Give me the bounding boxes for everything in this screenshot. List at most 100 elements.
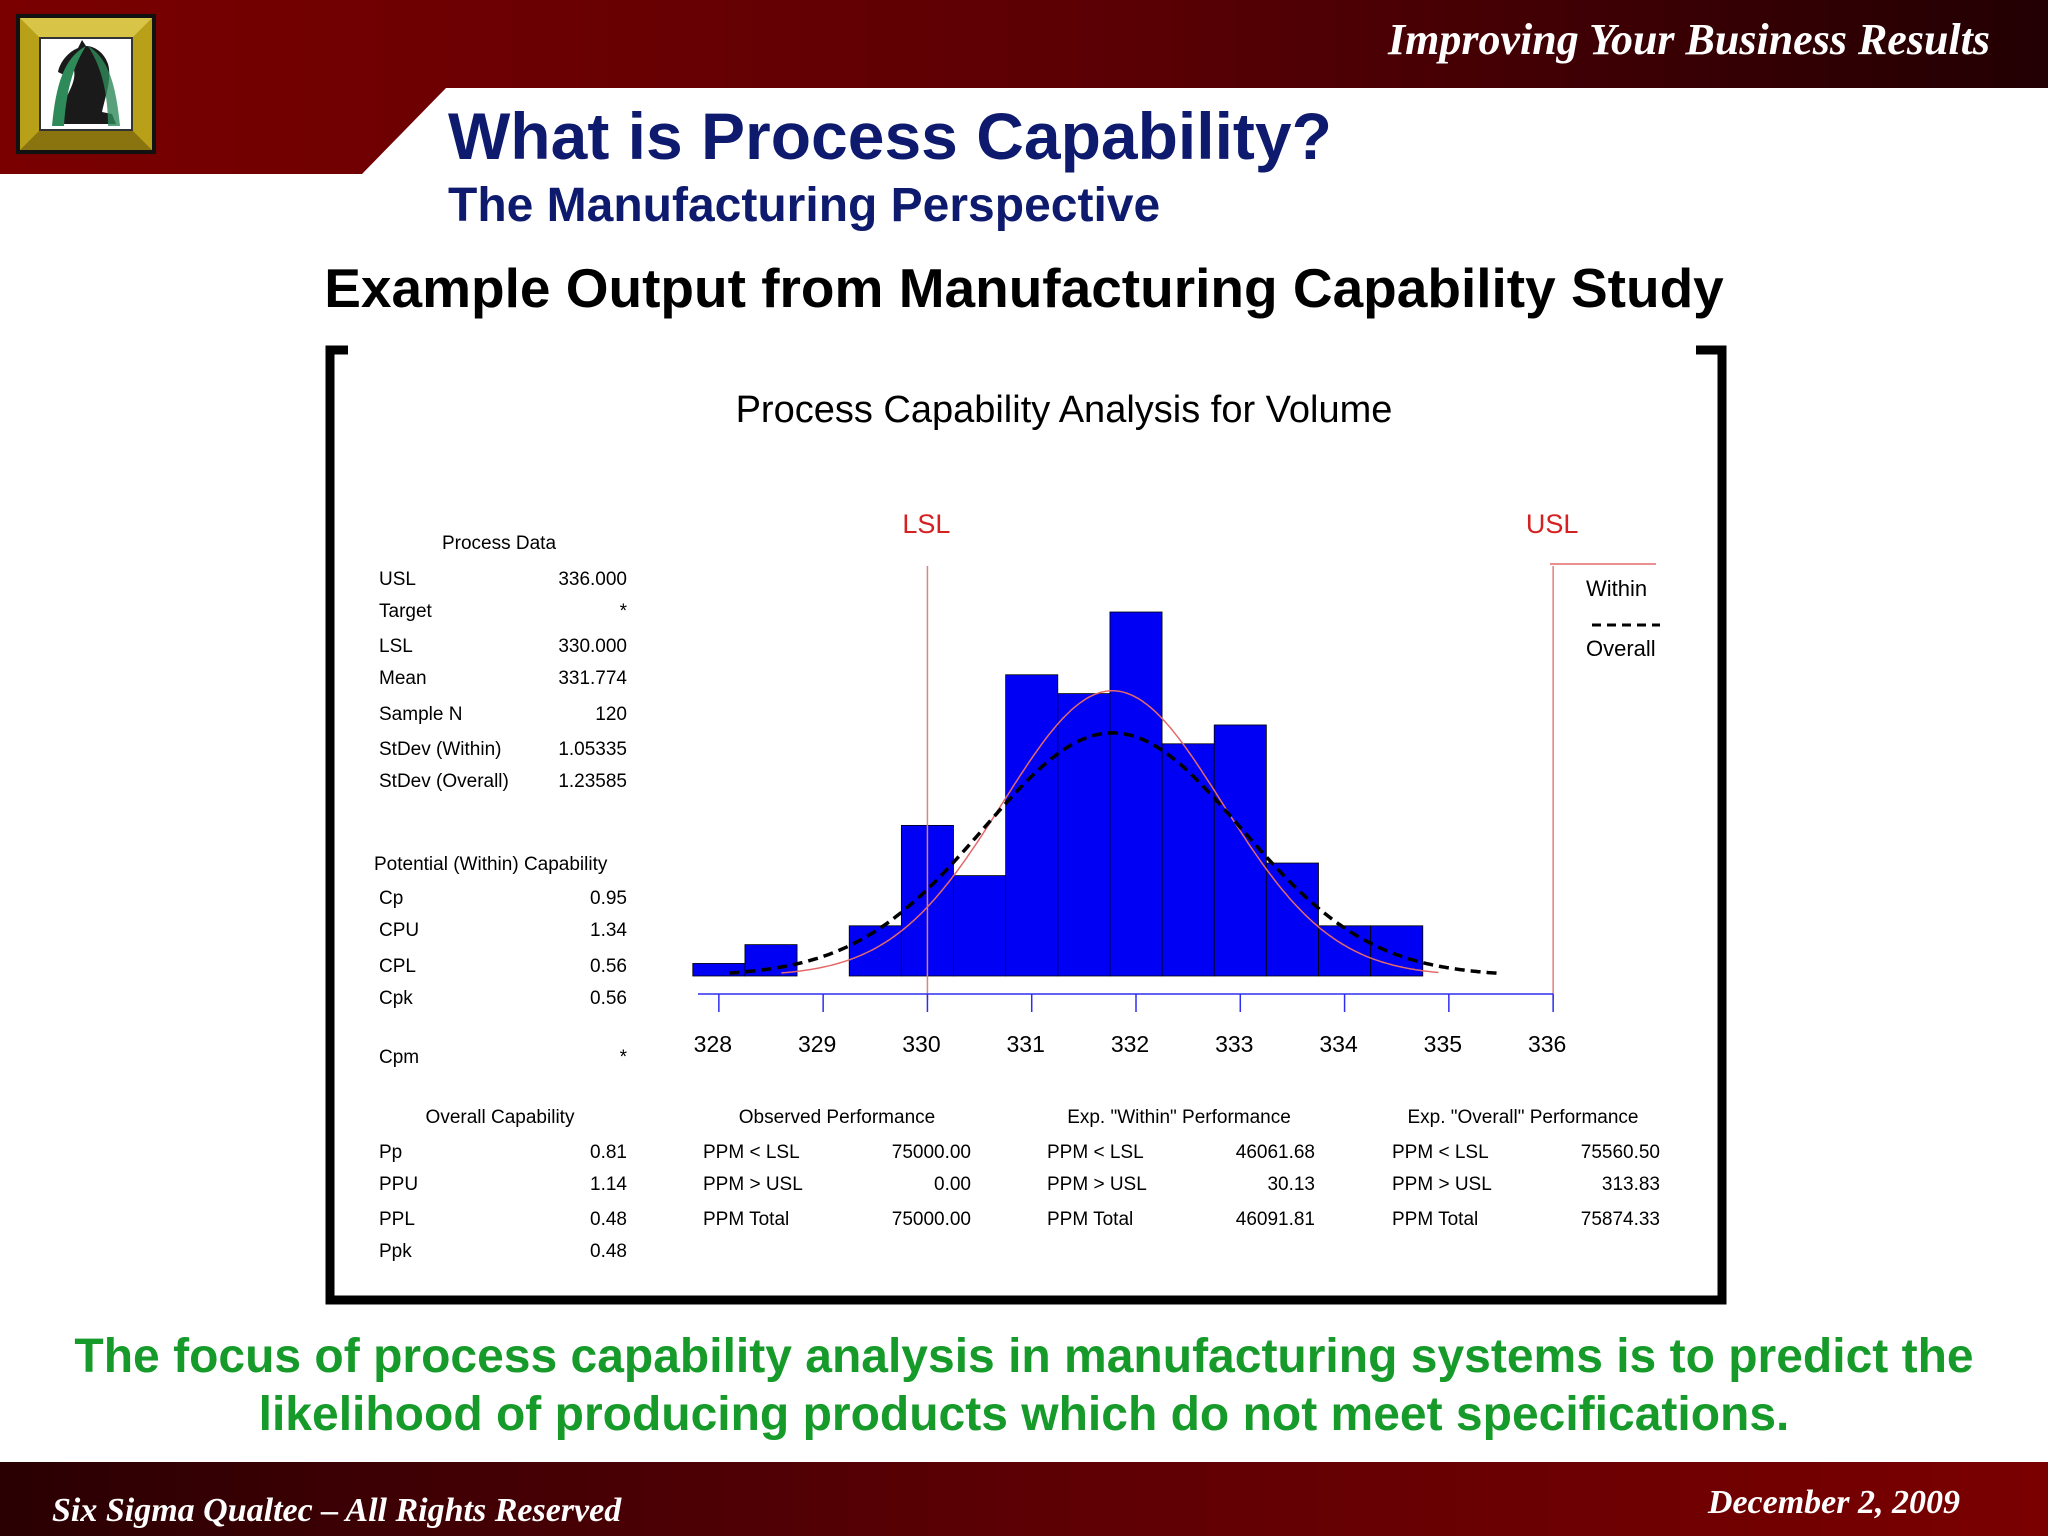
overall-capability-panel: Overall Capability Pp 0.81 PPU 1.14 PPL 0.48 P…	[379, 1107, 627, 1262]
x-tick-label: 333	[1215, 1031, 1253, 1057]
potential-capability-row-value: 0.95	[590, 888, 627, 909]
expected-overall-row-label: PPM > USL	[1392, 1174, 1492, 1195]
process-data-row-value: 331.774	[558, 668, 627, 689]
header-band	[0, 0, 2048, 174]
x-tick-label: 331	[1007, 1031, 1045, 1057]
observed-performance-row-label: PPM < LSL	[703, 1142, 800, 1163]
observed-performance-row-label: PPM Total	[703, 1209, 789, 1230]
process-data-row-label: Target	[379, 601, 433, 622]
footnote: The focus of process capability analysis…	[74, 1330, 1974, 1441]
expected-overall-row-value: 75874.33	[1581, 1209, 1660, 1230]
potential-capability-row-label: Cpm	[379, 1047, 419, 1068]
potential-capability-heading: Potential (Within) Capability	[374, 854, 608, 875]
lsl-label: LSL	[902, 509, 950, 539]
x-tick-label: 328	[694, 1031, 732, 1057]
overall-capability-row-label: Pp	[379, 1142, 402, 1163]
expected-within-row-label: PPM Total	[1047, 1209, 1133, 1230]
process-data-row-label: Sample N	[379, 704, 462, 725]
x-tick-label: 334	[1319, 1031, 1358, 1057]
histogram-bar	[1370, 925, 1424, 977]
observed-performance-row-value: 75000.00	[892, 1209, 971, 1230]
spec-limit-lines: LSL USL	[902, 509, 1578, 1000]
histogram-plot: LSL USL 328 329 330 331 332 333 334 335 336	[692, 509, 1578, 1057]
overall-capability-row-value: 0.48	[590, 1209, 627, 1230]
overall-capability-heading: Overall Capability	[426, 1107, 575, 1128]
expected-within-row-label: PPM > USL	[1047, 1174, 1147, 1195]
footer-date: December 2, 2009	[1707, 1484, 1960, 1521]
expected-within-row-label: PPM < LSL	[1047, 1142, 1144, 1163]
potential-capability-row-value: 0.56	[590, 988, 627, 1009]
overall-capability-row-label: Ppk	[379, 1241, 412, 1262]
observed-performance-row-value: 75000.00	[892, 1142, 971, 1163]
section-heading: Example Output from Manufacturing Capabi…	[324, 257, 1724, 319]
header-tagline: Improving Your Business Results	[1388, 15, 1990, 64]
expected-within-row-value: 46091.81	[1236, 1209, 1315, 1230]
overall-capability-row-value: 0.81	[590, 1142, 627, 1163]
slide-subtitle: The Manufacturing Perspective	[448, 179, 1161, 232]
process-data-row-value: 120	[595, 704, 627, 725]
process-data-row-label: USL	[379, 569, 416, 590]
potential-capability-row-label: CPL	[379, 956, 416, 977]
expected-within-performance-heading: Exp. "Within" Performance	[1067, 1107, 1291, 1128]
potential-capability-row-label: Cpk	[379, 988, 413, 1009]
process-data-panel: Process Data USL 336.000 Target * LSL 330.000…	[379, 533, 628, 792]
overall-capability-row-value: 0.48	[590, 1241, 627, 1262]
expected-within-performance-panel: Exp. "Within" Performance PPM < LSL 46061…	[1047, 1107, 1315, 1230]
observed-performance-row-value: 0.00	[934, 1174, 971, 1195]
histogram-bar	[953, 875, 1007, 977]
observed-performance-panel: Observed Performance PPM < LSL 75000.00 PP…	[703, 1107, 971, 1230]
process-data-row-value: 336.000	[558, 569, 627, 590]
expected-overall-row-label: PPM < LSL	[1392, 1142, 1489, 1163]
process-data-heading: Process Data	[442, 533, 556, 554]
x-tick-label: 336	[1528, 1031, 1566, 1057]
overall-capability-row-label: PPL	[379, 1209, 415, 1230]
expected-overall-row-value: 313.83	[1602, 1174, 1660, 1195]
process-data-row-label: LSL	[379, 636, 413, 657]
expected-overall-performance-panel: Exp. "Overall" Performance PPM < LSL 7556…	[1392, 1107, 1660, 1230]
footer-copyright: Six Sigma Qualtec – All Rights Reserved	[52, 1492, 622, 1529]
x-tick-label: 335	[1424, 1031, 1462, 1057]
process-data-row-value: *	[620, 601, 628, 622]
overall-curve	[729, 731, 1502, 976]
histogram-bar	[1213, 724, 1267, 977]
expected-within-row-value: 46061.68	[1236, 1142, 1315, 1163]
x-tick-label: 332	[1111, 1031, 1149, 1057]
expected-overall-performance-heading: Exp. "Overall" Performance	[1407, 1107, 1638, 1128]
overall-capability-row-value: 1.14	[590, 1174, 627, 1195]
legend-within-label: Within	[1586, 576, 1647, 601]
potential-capability-row-value: 1.34	[590, 920, 627, 941]
within-curve	[781, 690, 1439, 974]
slide-title: What is Process Capability?	[448, 99, 1332, 173]
capability-chart: Process Capability Analysis for Volume P…	[325, 345, 1727, 1305]
potential-capability-row-value: 0.56	[590, 956, 627, 977]
process-data-row-label: Mean	[379, 668, 427, 689]
histogram-bar	[1161, 743, 1215, 977]
potential-capability-row-label: Cp	[379, 888, 403, 909]
histogram-bar	[848, 925, 902, 977]
process-data-row-label: StDev (Overall)	[379, 771, 509, 792]
footer-band	[0, 1462, 2048, 1536]
observed-performance-row-label: PPM > USL	[703, 1174, 803, 1195]
distribution-curves	[729, 690, 1502, 976]
chart-title: Process Capability Analysis for Volume	[736, 389, 1393, 431]
process-data-row-value: 1.05335	[558, 739, 627, 760]
legend-overall-label: Overall	[1586, 636, 1656, 661]
x-tick-label: 329	[798, 1031, 836, 1057]
usl-label: USL	[1526, 509, 1579, 539]
chart-legend: Within Overall	[1550, 563, 1660, 661]
process-data-row-value: 1.23585	[558, 771, 627, 792]
expected-overall-row-value: 75560.50	[1581, 1142, 1660, 1163]
process-data-row-value: 330.000	[558, 636, 627, 657]
expected-overall-row-label: PPM Total	[1392, 1209, 1478, 1230]
histogram-bar	[1005, 674, 1059, 977]
histogram-bar	[1057, 693, 1111, 977]
observed-performance-heading: Observed Performance	[739, 1107, 935, 1128]
knight-chess-piece-icon	[16, 14, 156, 154]
potential-capability-panel: Potential (Within) Capability Cp 0.95 CPU 1…	[374, 854, 628, 1068]
potential-capability-row-label: CPU	[379, 920, 419, 941]
histogram-bar	[1109, 611, 1163, 977]
overall-capability-row-label: PPU	[379, 1174, 418, 1195]
x-tick-label: 330	[902, 1031, 940, 1057]
expected-within-row-value: 30.13	[1267, 1174, 1315, 1195]
